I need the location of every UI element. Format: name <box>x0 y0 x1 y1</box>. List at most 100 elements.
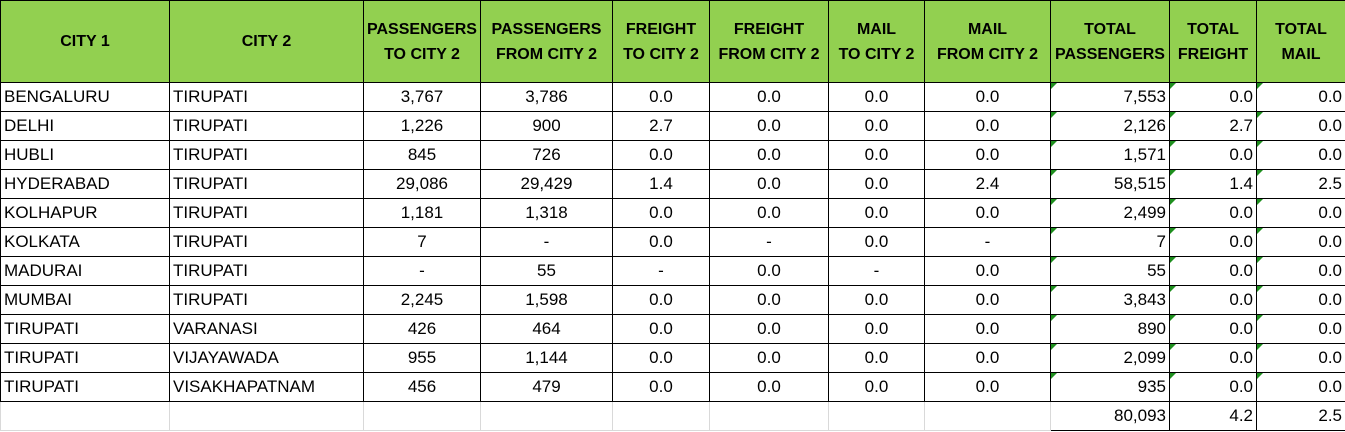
header-passengers-to-city-2[interactable]: PASSENGERS TO CITY 2 <box>363 0 481 83</box>
cell-city-2[interactable]: TIRUPATI <box>169 198 364 228</box>
cell-mail-to-city-2[interactable]: 0.0 <box>828 169 925 199</box>
cell-total-mail[interactable]: 0.0 <box>1256 140 1345 170</box>
cell-city-1[interactable]: TIRUPATI <box>0 314 170 344</box>
cell-city-2[interactable]: TIRUPATI <box>169 111 364 141</box>
cell-mail-to-city-2[interactable]: 0.0 <box>828 111 925 141</box>
cell-mail-to-city-2[interactable]: 0.0 <box>828 372 925 402</box>
cell-mail-from-city-2[interactable]: 0.0 <box>924 140 1051 170</box>
cell-total-freight[interactable]: 0.0 <box>1169 82 1257 112</box>
cell-total-passengers[interactable]: 58,515 <box>1050 169 1170 199</box>
cell-total-passengers[interactable]: 935 <box>1050 372 1170 402</box>
header-total-passengers[interactable]: TOTAL PASSENGERS <box>1050 0 1170 83</box>
cell-passengers-to-city-2[interactable]: 29,086 <box>363 169 481 199</box>
header-freight-from-city-2[interactable]: FREIGHT FROM CITY 2 <box>709 0 829 83</box>
cell-freight-from-city-2[interactable]: 0.0 <box>709 314 829 344</box>
cell-freight-from-city-2[interactable]: 0.0 <box>709 140 829 170</box>
cell-mail-from-city-2[interactable]: 0.0 <box>924 285 1051 315</box>
cell-passengers-from-city-2[interactable]: 726 <box>480 140 613 170</box>
cell-city-1[interactable]: DELHI <box>0 111 170 141</box>
cell-city-1[interactable]: HUBLI <box>0 140 170 170</box>
cell-city-2[interactable]: VISAKHAPATNAM <box>169 372 364 402</box>
cell-city-2[interactable]: TIRUPATI <box>169 227 364 257</box>
cell-total-passengers[interactable]: 2,099 <box>1050 343 1170 373</box>
cell-passengers-to-city-2[interactable]: 3,767 <box>363 82 481 112</box>
header-city-2[interactable]: CITY 2 <box>169 0 364 83</box>
cell-mail-to-city-2[interactable]: 0.0 <box>828 198 925 228</box>
cell-mail-to-city-2[interactable]: 0.0 <box>828 82 925 112</box>
cell-passengers-from-city-2[interactable]: 464 <box>480 314 613 344</box>
cell-city-1[interactable]: KOLHAPUR <box>0 198 170 228</box>
cell-total-freight[interactable]: 0.0 <box>1169 227 1257 257</box>
empty-cell[interactable] <box>709 401 829 431</box>
cell-mail-from-city-2[interactable]: 0.0 <box>924 256 1051 286</box>
cell-freight-from-city-2[interactable]: - <box>709 227 829 257</box>
grand-total-freight[interactable]: 4.2 <box>1169 401 1257 431</box>
cell-total-mail[interactable]: 0.0 <box>1256 343 1345 373</box>
cell-total-mail[interactable]: 0.0 <box>1256 372 1345 402</box>
cell-mail-from-city-2[interactable]: 0.0 <box>924 314 1051 344</box>
cell-total-freight[interactable]: 0.0 <box>1169 343 1257 373</box>
cell-city-2[interactable]: VIJAYAWADA <box>169 343 364 373</box>
cell-freight-to-city-2[interactable]: 1.4 <box>612 169 710 199</box>
cell-total-passengers[interactable]: 2,126 <box>1050 111 1170 141</box>
cell-freight-to-city-2[interactable]: 0.0 <box>612 140 710 170</box>
cell-total-mail[interactable]: 0.0 <box>1256 82 1345 112</box>
cell-freight-to-city-2[interactable]: 0.0 <box>612 343 710 373</box>
cell-mail-to-city-2[interactable]: 0.0 <box>828 140 925 170</box>
cell-passengers-from-city-2[interactable]: 1,598 <box>480 285 613 315</box>
header-freight-to-city-2[interactable]: FREIGHT TO CITY 2 <box>612 0 710 83</box>
cell-passengers-to-city-2[interactable]: 955 <box>363 343 481 373</box>
cell-total-freight[interactable]: 0.0 <box>1169 285 1257 315</box>
cell-freight-to-city-2[interactable]: 0.0 <box>612 372 710 402</box>
cell-city-1[interactable]: MADURAI <box>0 256 170 286</box>
cell-total-freight[interactable]: 0.0 <box>1169 198 1257 228</box>
cell-total-freight[interactable]: 1.4 <box>1169 169 1257 199</box>
empty-cell[interactable] <box>363 401 481 431</box>
cell-passengers-from-city-2[interactable]: 479 <box>480 372 613 402</box>
cell-passengers-from-city-2[interactable]: 3,786 <box>480 82 613 112</box>
cell-passengers-to-city-2[interactable]: 426 <box>363 314 481 344</box>
cell-mail-from-city-2[interactable]: 2.4 <box>924 169 1051 199</box>
cell-freight-to-city-2[interactable]: 2.7 <box>612 111 710 141</box>
cell-mail-from-city-2[interactable]: - <box>924 227 1051 257</box>
cell-freight-to-city-2[interactable]: - <box>612 256 710 286</box>
cell-total-passengers[interactable]: 55 <box>1050 256 1170 286</box>
header-mail-from-city-2[interactable]: MAIL FROM CITY 2 <box>924 0 1051 83</box>
cell-mail-to-city-2[interactable]: 0.0 <box>828 343 925 373</box>
cell-mail-from-city-2[interactable]: 0.0 <box>924 111 1051 141</box>
cell-passengers-to-city-2[interactable]: 7 <box>363 227 481 257</box>
cell-total-freight[interactable]: 0.0 <box>1169 372 1257 402</box>
cell-passengers-to-city-2[interactable]: - <box>363 256 481 286</box>
cell-freight-from-city-2[interactable]: 0.0 <box>709 343 829 373</box>
cell-total-freight[interactable]: 0.0 <box>1169 140 1257 170</box>
cell-mail-from-city-2[interactable]: 0.0 <box>924 343 1051 373</box>
cell-freight-from-city-2[interactable]: 0.0 <box>709 111 829 141</box>
empty-cell[interactable] <box>924 401 1051 431</box>
cell-total-mail[interactable]: 0.0 <box>1256 314 1345 344</box>
cell-mail-from-city-2[interactable]: 0.0 <box>924 372 1051 402</box>
cell-total-freight[interactable]: 2.7 <box>1169 111 1257 141</box>
cell-freight-to-city-2[interactable]: 0.0 <box>612 198 710 228</box>
cell-passengers-from-city-2[interactable]: 1,318 <box>480 198 613 228</box>
cell-total-freight[interactable]: 0.0 <box>1169 314 1257 344</box>
cell-freight-from-city-2[interactable]: 0.0 <box>709 256 829 286</box>
cell-freight-from-city-2[interactable]: 0.0 <box>709 372 829 402</box>
cell-mail-to-city-2[interactable]: 0.0 <box>828 285 925 315</box>
cell-freight-from-city-2[interactable]: 0.0 <box>709 198 829 228</box>
cell-total-mail[interactable]: 0.0 <box>1256 111 1345 141</box>
cell-city-1[interactable]: TIRUPATI <box>0 343 170 373</box>
cell-mail-from-city-2[interactable]: 0.0 <box>924 198 1051 228</box>
cell-mail-to-city-2[interactable]: - <box>828 256 925 286</box>
cell-total-mail[interactable]: 0.0 <box>1256 227 1345 257</box>
cell-total-passengers[interactable]: 890 <box>1050 314 1170 344</box>
header-total-freight[interactable]: TOTAL FREIGHT <box>1169 0 1257 83</box>
cell-freight-from-city-2[interactable]: 0.0 <box>709 285 829 315</box>
cell-total-mail[interactable]: 0.0 <box>1256 198 1345 228</box>
header-mail-to-city-2[interactable]: MAIL TO CITY 2 <box>828 0 925 83</box>
cell-city-1[interactable]: TIRUPATI <box>0 372 170 402</box>
cell-passengers-from-city-2[interactable]: 55 <box>480 256 613 286</box>
cell-passengers-to-city-2[interactable]: 456 <box>363 372 481 402</box>
cell-passengers-from-city-2[interactable]: 900 <box>480 111 613 141</box>
cell-total-mail[interactable]: 0.0 <box>1256 285 1345 315</box>
cell-total-passengers[interactable]: 2,499 <box>1050 198 1170 228</box>
